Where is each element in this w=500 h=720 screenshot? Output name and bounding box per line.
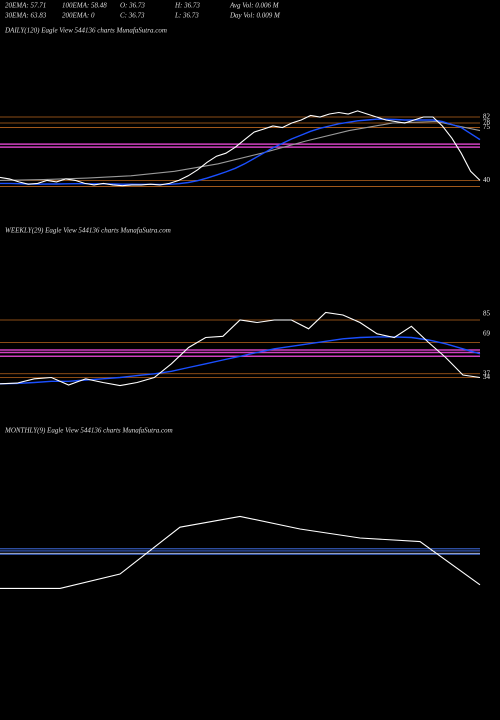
- header-stat: 20EMA: 57.71: [5, 2, 46, 10]
- price-line: [0, 120, 481, 181]
- price-line: [0, 311, 481, 387]
- y-tick-label: 69: [483, 329, 491, 337]
- header-stat: 200EMA: 0: [62, 12, 95, 20]
- y-tick-label: 85: [483, 309, 491, 317]
- header-stat: Avg Vol: 0.006 M: [229, 2, 280, 10]
- panel-title: WEEKLY(29) Eagle View 544136 charts Muna…: [5, 227, 171, 235]
- header-stat: Day Vol: 0.009 M: [229, 12, 281, 20]
- price-line: [0, 118, 481, 186]
- y-tick-label: 34: [483, 373, 491, 381]
- price-line: [0, 110, 481, 187]
- y-tick-label: 40: [483, 176, 491, 184]
- header-stat: O: 36.73: [120, 2, 145, 10]
- panel-title: DAILY(120) Eagle View 544136 charts Muna…: [4, 27, 167, 35]
- y-tick-label: 37: [483, 369, 491, 377]
- panel-title: MONTHLY(9) Eagle View 544136 charts Muna…: [4, 427, 173, 435]
- y-tick-label: 78: [483, 119, 491, 127]
- header-stat: 30EMA: 63.83: [4, 12, 47, 20]
- header-stat: 100EMA: 58.48: [62, 2, 107, 10]
- header-stat: L: 36.73: [174, 12, 199, 20]
- header-stat: H: 36.73: [174, 2, 200, 10]
- header-stat: C: 36.73: [120, 12, 145, 20]
- y-tick-label: 82: [483, 113, 491, 121]
- price-line: [0, 515, 481, 589]
- price-line: [0, 336, 481, 385]
- y-tick-label: 75: [483, 123, 491, 131]
